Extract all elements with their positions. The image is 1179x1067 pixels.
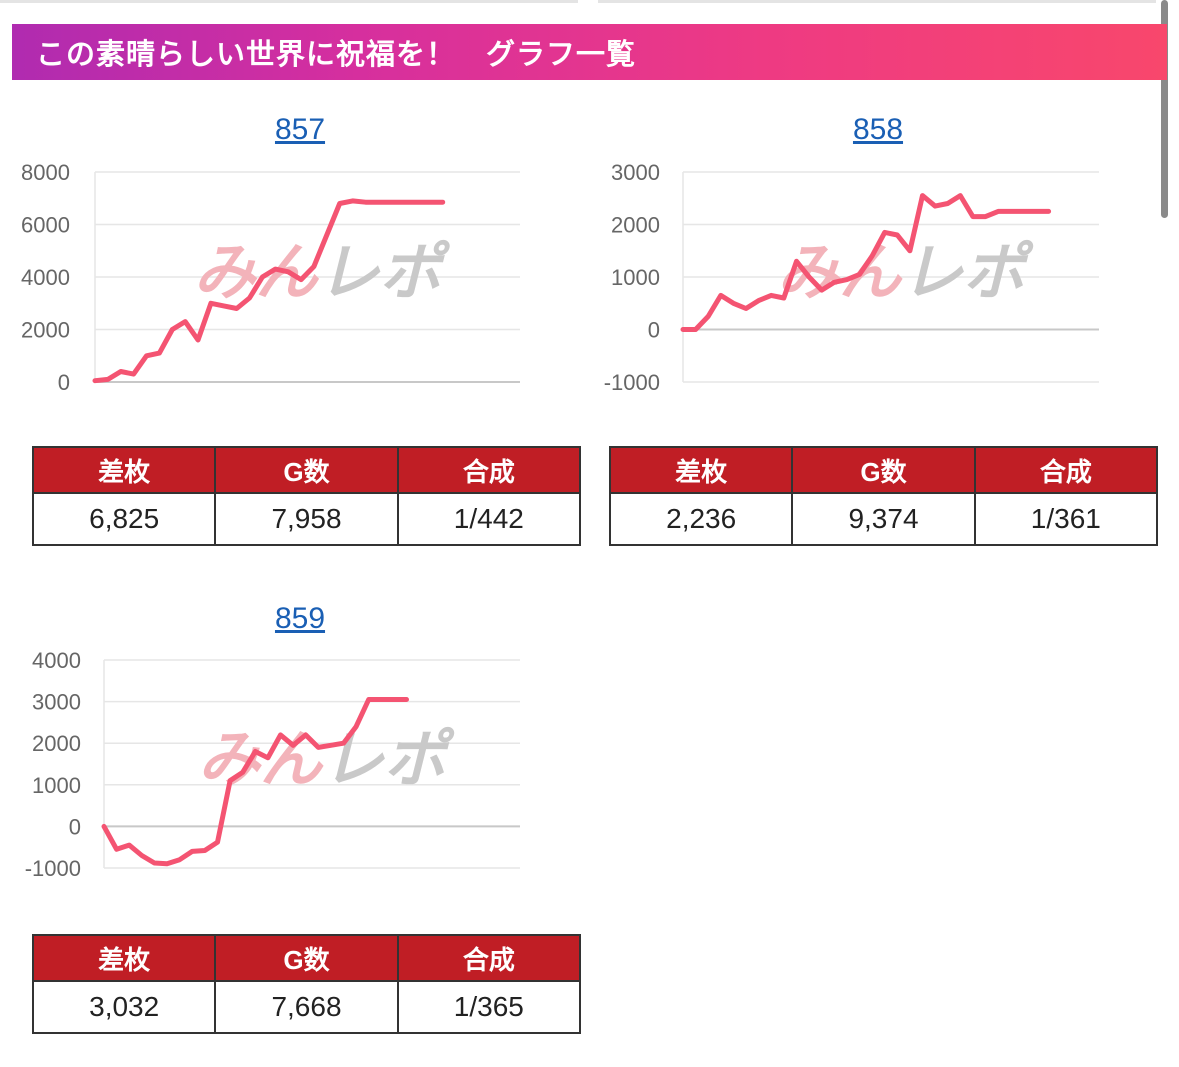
y-tick-label: 1000	[32, 773, 81, 798]
top-divider-right	[598, 0, 1156, 3]
value-games: 7,668	[214, 980, 399, 1034]
y-tick-label: 3000	[32, 690, 81, 715]
value-samai: 6,825	[31, 492, 217, 546]
stats-value-row: 3,032 7,668 1/365	[31, 980, 582, 1034]
series-line	[92, 198, 446, 384]
chart-title-857[interactable]: 857	[274, 113, 326, 146]
y-tick-label: 2000	[32, 731, 81, 756]
series-line	[680, 193, 1052, 332]
chart-title-858[interactable]: 858	[852, 113, 904, 146]
y-tick-label: 0	[648, 318, 660, 343]
stats-table-858: 差枚 G数 合成 2,236 9,374 1/361	[608, 446, 1159, 546]
y-tick-label: 2000	[611, 213, 660, 238]
watermark-logo: みんレポ	[193, 236, 450, 309]
col-games: G数	[214, 446, 399, 494]
y-tick-label: -1000	[25, 856, 81, 881]
stats-value-row: 6,825 7,958 1/442	[31, 492, 582, 546]
value-gousei: 1/365	[396, 980, 582, 1034]
stats-header-row: 差枚 G数 合成	[608, 446, 1159, 494]
watermark-logo: みんレポ	[777, 236, 1034, 309]
page-title: この素晴らしい世界に祝福を！ グラフ一覧	[36, 37, 637, 71]
series-line	[101, 697, 409, 867]
stats-value-row: 2,236 9,374 1/361	[608, 492, 1159, 546]
col-gousei: 合成	[396, 446, 582, 494]
y-tick-label: 4000	[21, 265, 70, 290]
top-divider-left	[0, 0, 578, 3]
chart-857: 0 2000 4000 6000 8000 みんレポ	[21, 160, 520, 395]
col-samai: 差枚	[31, 934, 217, 982]
value-gousei: 1/442	[396, 492, 582, 546]
y-tick-label: 8000	[21, 160, 70, 185]
y-tick-label: 4000	[32, 648, 81, 673]
y-tick-label: 1000	[611, 265, 660, 290]
scrollbar[interactable]	[1161, 0, 1168, 218]
col-samai: 差枚	[608, 446, 794, 494]
value-samai: 3,032	[31, 980, 217, 1034]
value-games: 9,374	[791, 492, 976, 546]
y-tick-label: 2000	[21, 318, 70, 343]
page-header: この素晴らしい世界に祝福を！ グラフ一覧	[12, 24, 1167, 80]
stats-table-857: 差枚 G数 合成 6,825 7,958 1/442	[31, 446, 582, 546]
value-samai: 2,236	[608, 492, 794, 546]
chart-858: -1000 0 1000 2000 3000 みんレポ	[604, 160, 1099, 395]
y-tick-label: 6000	[21, 213, 70, 238]
y-tick-label: -1000	[604, 370, 660, 395]
stats-header-row: 差枚 G数 合成	[31, 446, 582, 494]
col-gousei: 合成	[396, 934, 582, 982]
col-samai: 差枚	[31, 446, 217, 494]
y-tick-label: 0	[69, 814, 81, 839]
chart-title-859[interactable]: 859	[274, 602, 326, 635]
value-gousei: 1/361	[973, 492, 1159, 546]
col-games: G数	[791, 446, 976, 494]
stats-header-row: 差枚 G数 合成	[31, 934, 582, 982]
value-games: 7,958	[214, 492, 399, 546]
col-gousei: 合成	[973, 446, 1159, 494]
stats-table-859: 差枚 G数 合成 3,032 7,668 1/365	[31, 934, 582, 1034]
y-tick-label: 0	[58, 370, 70, 395]
watermark-logo: みんレポ	[198, 722, 455, 795]
col-games: G数	[214, 934, 399, 982]
y-tick-label: 3000	[611, 160, 660, 185]
chart-859: -1000 0 1000 2000 3000 4000 みんレポ	[25, 648, 520, 881]
